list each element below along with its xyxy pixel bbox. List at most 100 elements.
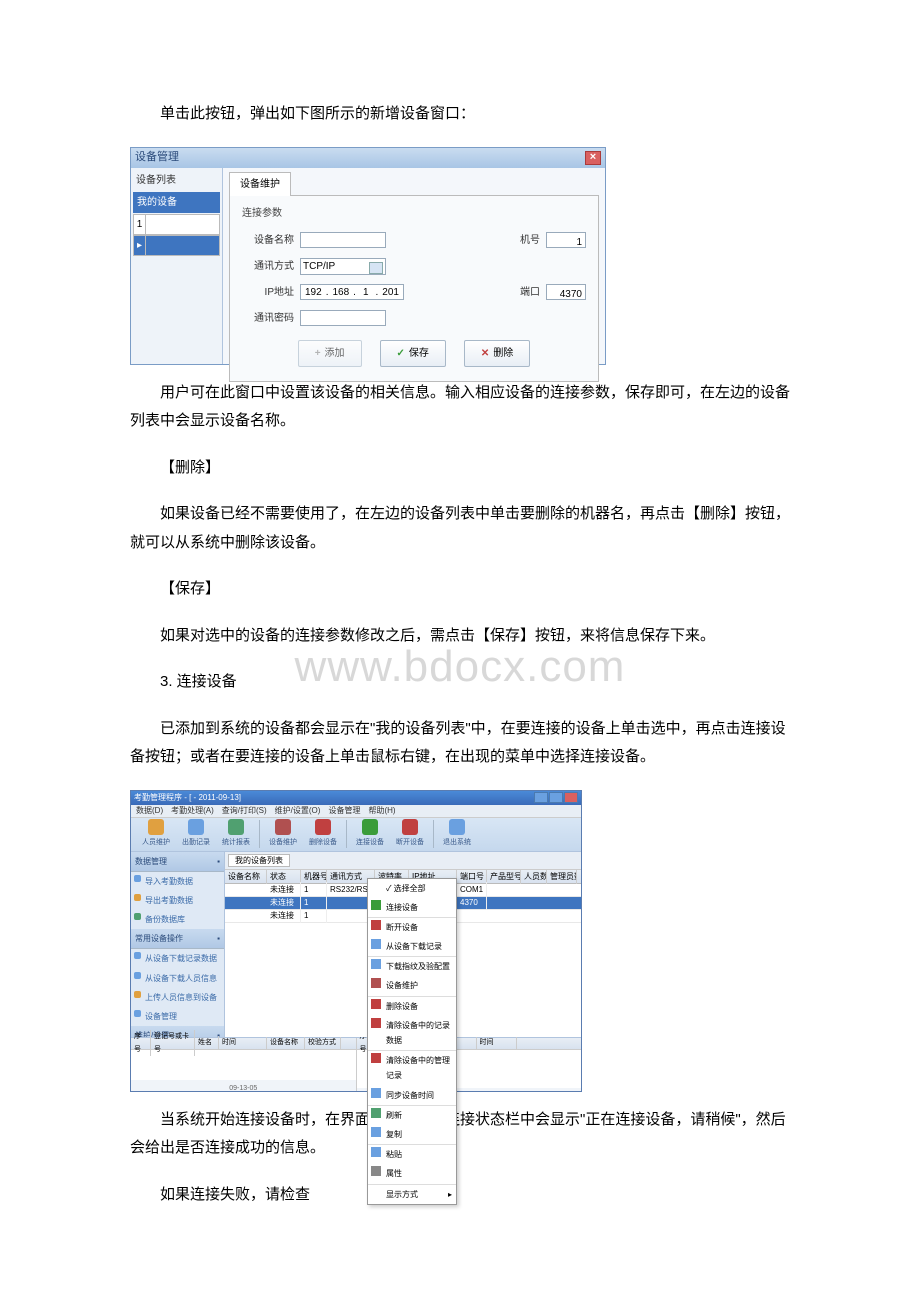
tab-device-list[interactable]: 我的设备列表	[228, 854, 290, 867]
toolbar-button[interactable]: 出勤记录	[177, 818, 215, 850]
context-menu-item[interactable]: 从设备下载记录	[368, 937, 456, 957]
context-menu-item[interactable]: 同步设备时间	[368, 1086, 456, 1106]
toolbar-icon	[148, 819, 164, 835]
maximize-icon[interactable]	[549, 792, 563, 803]
label-port: 端口	[512, 283, 540, 302]
paragraph: 当系统开始连接设备时，在界面的右下方的连接状态栏中会显示"正在连接设备，请稍候"…	[130, 1106, 800, 1163]
save-button[interactable]: ✓ 保存	[380, 340, 446, 367]
bottom-left-panel: 序号登记号或卡号姓名时间设备名称校验方式 09-13-05	[131, 1038, 357, 1091]
sidebar-item[interactable]: 备份数据库	[131, 910, 224, 929]
context-menu-item[interactable]: 下载指纹及验配置	[368, 957, 456, 976]
menu-item[interactable]: 维护/设置(O)	[275, 803, 321, 818]
sidebar-item[interactable]: 从设备下载人员信息	[131, 969, 224, 988]
context-menu-item[interactable]: 清除设备中的记录数据	[368, 1016, 456, 1051]
grid-col-header[interactable]: 人员数	[521, 869, 547, 884]
grid-col-header[interactable]: 管理员数	[547, 869, 577, 884]
paragraph: 【保存】	[130, 575, 800, 604]
tab-device-maint[interactable]: 设备维护	[229, 172, 291, 196]
toolbar-icon	[188, 819, 204, 835]
menu-item[interactable]: 考勤处理(A)	[171, 803, 214, 818]
device-name-input[interactable]	[300, 232, 386, 248]
paragraph: 如果对选中的设备的连接参数修改之后，需点击【保存】按钮，来将信息保存下来。	[130, 622, 800, 651]
toolbar-icon	[275, 819, 291, 835]
label-comm-mode: 通讯方式	[242, 257, 294, 276]
delete-button[interactable]: ✕ 删除	[464, 340, 530, 367]
x-icon: ✕	[481, 344, 489, 363]
paragraph: 已添加到系统的设备都会显示在"我的设备列表"中，在要连接的设备上单击选中，再点击…	[130, 715, 800, 772]
toolbar-icon	[449, 819, 465, 835]
panel-col-header: 设备名称	[267, 1036, 305, 1049]
label-device-name: 设备名称	[242, 231, 294, 250]
toolbar-button[interactable]: 退出系统	[438, 818, 476, 850]
toolbar-icon	[362, 819, 378, 835]
close-icon[interactable]	[564, 792, 578, 803]
grid-col-header[interactable]: 设备名称	[225, 869, 267, 884]
sidebar-item[interactable]: 从设备下载记录数据	[131, 949, 224, 968]
toolbar-button[interactable]: 连接设备	[351, 818, 389, 850]
paragraph: 用户可在此窗口中设置该设备的相关信息。输入相应设备的连接参数，保存即可，在左边的…	[130, 379, 800, 436]
label-ip: IP地址	[242, 283, 294, 302]
plus-icon: +	[315, 344, 321, 363]
dialog-title: 设备管理	[135, 147, 179, 168]
toolbar: 人员维护 出勤记录 统计报表 设备维护 删除设备 连接设备 断开设备 退出系统	[131, 818, 581, 852]
device-list-label: 设备列表	[133, 170, 220, 191]
menu-item[interactable]: 帮助(H)	[368, 803, 395, 818]
device-list-group[interactable]: 我的设备	[133, 192, 220, 213]
context-menu-item[interactable]: 复制	[368, 1125, 456, 1145]
context-menu-item[interactable]: 属性	[368, 1164, 456, 1184]
menu-item[interactable]: 查询/打印(S)	[222, 803, 267, 818]
password-input[interactable]	[300, 310, 386, 326]
panel-col-header: 登记号或卡号	[151, 1030, 195, 1057]
context-menu-item[interactable]: 连接设备	[368, 898, 456, 918]
dialog-titlebar: 设备管理 ×	[131, 148, 605, 168]
form-panel: 连接参数 设备名称 机号 1 通讯方式 TCP/IP IP地址 192. 1	[229, 195, 599, 382]
context-menu-item[interactable]: 刷新	[368, 1106, 456, 1125]
check-icon: ✓	[397, 344, 405, 363]
device-list-panel: 设备列表 我的设备 1 ▸	[131, 168, 223, 364]
context-menu-item[interactable]: 粘贴	[368, 1145, 456, 1164]
toolbar-button[interactable]: 统计报表	[217, 818, 255, 850]
context-menu-item[interactable]: 删除设备	[368, 997, 456, 1016]
menu-bar: 数据(D) 考勤处理(A) 查询/打印(S) 维护/设置(O) 设备管理帮助(H)	[131, 805, 581, 818]
panel-col-header: 时间	[477, 1036, 517, 1049]
sidebar-item[interactable]: 设备管理	[131, 1007, 224, 1026]
add-button[interactable]: + 添加	[298, 340, 362, 367]
paragraph: 如果设备已经不需要使用了，在左边的设备列表中单击要删除的机器名，再点击【删除】按…	[130, 500, 800, 557]
toolbar-button[interactable]: 删除设备	[304, 818, 342, 850]
minimize-icon[interactable]	[534, 792, 548, 803]
grid-col-header[interactable]: 产品型号	[487, 869, 521, 884]
context-menu-item[interactable]: 设备维护	[368, 976, 456, 996]
toolbar-button[interactable]: 人员维护	[137, 818, 175, 850]
toolbar-icon	[228, 819, 244, 835]
sidebar-item[interactable]: 上传人员信息到设备	[131, 988, 224, 1007]
tab-strip: 我的设备列表	[225, 852, 581, 870]
device-list-row[interactable]: 1	[133, 214, 220, 235]
sidebar-group-header[interactable]: 数据管理▪	[131, 852, 224, 872]
sidebar-item[interactable]: 导出考勤数据	[131, 891, 224, 910]
close-icon[interactable]: ×	[585, 151, 601, 165]
context-menu-item[interactable]: 显示方式▸	[368, 1185, 456, 1204]
toolbar-button[interactable]: 设备维护	[264, 818, 302, 850]
label-password: 通讯密码	[242, 309, 294, 328]
ip-input[interactable]: 192. 168. 1. 201	[300, 284, 404, 300]
toolbar-icon	[402, 819, 418, 835]
port-input[interactable]: 4370	[546, 284, 586, 300]
machine-no-input[interactable]: 1	[546, 232, 586, 248]
menu-item[interactable]: 数据(D)	[136, 803, 163, 818]
panel-col-header: 序号	[131, 1030, 151, 1057]
panel-col-header: 时间	[219, 1036, 267, 1049]
label-machine-no: 机号	[512, 231, 540, 250]
device-list-row[interactable]: ▸	[133, 235, 220, 256]
toolbar-icon	[315, 819, 331, 835]
menu-item[interactable]: 设备管理	[328, 803, 360, 818]
sidebar-group-header[interactable]: 常用设备操作▪	[131, 929, 224, 949]
comm-mode-select[interactable]: TCP/IP	[300, 258, 386, 275]
context-menu-item[interactable]: 清除设备中的管理记录	[368, 1051, 456, 1085]
paragraph: 3. 连接设备	[130, 668, 800, 697]
bottom-panels: 序号登记号或卡号姓名时间设备名称校验方式 09-13-05 序号内容时间	[131, 1037, 581, 1091]
sidebar-item[interactable]: 导入考勤数据	[131, 872, 224, 891]
context-menu-item[interactable]: 断开设备	[368, 918, 456, 937]
toolbar-button[interactable]: 断开设备	[391, 818, 429, 850]
panel-col-header: 校验方式	[305, 1036, 341, 1049]
context-menu-item[interactable]: ✓ 选择全部	[368, 879, 456, 898]
